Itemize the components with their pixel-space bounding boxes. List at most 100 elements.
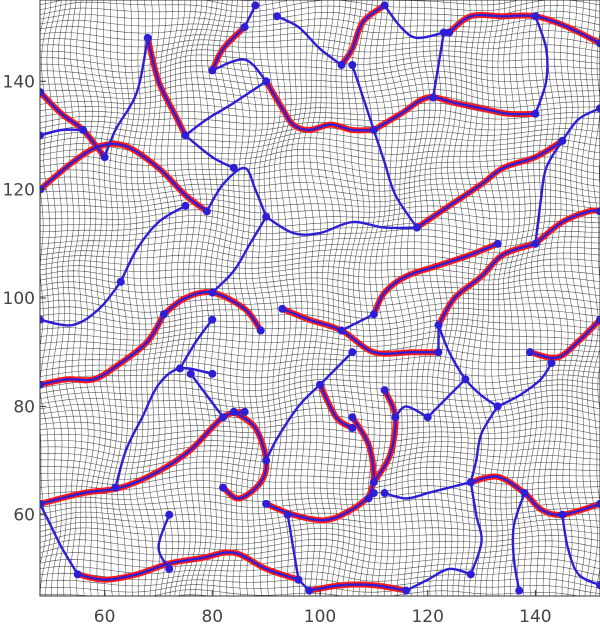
skeleton-node [143, 33, 152, 42]
skeleton-node [348, 413, 357, 422]
blue-edge-19 [372, 242, 499, 316]
skeleton-node [40, 315, 44, 324]
skeleton-node [176, 364, 184, 373]
skeleton-node [423, 413, 432, 422]
skeleton-node [208, 288, 217, 297]
skeleton-node [466, 478, 475, 487]
blue-edge-62 [383, 4, 445, 40]
skeleton-node [159, 310, 168, 319]
skeleton-node [531, 109, 540, 118]
skeleton-node [111, 483, 120, 492]
skeleton-node [402, 586, 411, 595]
skeleton-node [439, 28, 448, 37]
skeleton-node [337, 326, 346, 335]
skeleton-node [262, 212, 271, 221]
blue-edge-38 [40, 128, 85, 137]
skeleton-node [40, 380, 44, 389]
skeleton-node [186, 369, 195, 378]
blue-edge-14 [146, 36, 187, 137]
skeleton-node [531, 239, 540, 248]
skeleton-node [369, 126, 378, 135]
blue-edge-37 [211, 58, 268, 83]
skeleton-node [40, 131, 44, 140]
x-tick-label: 140 [519, 607, 551, 627]
skeleton-node [526, 348, 534, 357]
blue-edge-16 [372, 95, 537, 132]
skeleton-node [434, 321, 443, 330]
blue-edge-13 [40, 90, 106, 159]
blue-edge-49 [534, 15, 549, 115]
skeleton-node [116, 277, 125, 286]
skeleton-node [165, 564, 174, 573]
skeleton-node [369, 310, 378, 319]
skeleton-node [364, 494, 373, 503]
blue-edge-35 [184, 80, 268, 137]
blue-edge-28 [157, 513, 171, 571]
skeleton-node [208, 315, 217, 324]
blue-edge-59 [469, 481, 483, 576]
blue-edge-34 [103, 36, 149, 159]
skeleton-node [466, 570, 475, 579]
blue-edge-41 [372, 128, 419, 229]
skeleton-node [596, 207, 600, 216]
blue-edge-51 [265, 383, 322, 462]
blue-edge-6 [40, 313, 165, 386]
skeleton-node [229, 407, 238, 416]
x-tick-label: 100 [304, 607, 336, 627]
skeleton-node [531, 12, 540, 21]
skeleton-node [219, 413, 228, 422]
blue-edge-4 [372, 388, 397, 484]
skeleton-node [596, 499, 600, 508]
x-tick-label: 60 [94, 607, 116, 627]
blue-edge-50 [431, 31, 445, 99]
skeleton-node [240, 407, 249, 416]
skeleton-node [391, 413, 400, 422]
skeleton-node [429, 93, 438, 102]
blue-edge-2 [265, 491, 375, 522]
skeleton-node [380, 489, 389, 498]
skeleton-node [208, 369, 217, 378]
skeleton-node [558, 136, 567, 145]
blue-edge-20 [528, 318, 600, 360]
skeleton-node [278, 304, 287, 313]
skeleton-node [493, 402, 502, 411]
skeleton-node [515, 586, 524, 595]
blue-edge-48 [561, 107, 600, 143]
skeleton-node [348, 61, 357, 70]
skeleton-node [294, 575, 303, 584]
blue-edge-12 [40, 142, 209, 213]
blue-edge-47 [534, 139, 564, 245]
blue-edge-61 [286, 513, 300, 581]
axes: 60 80 100 120 140 60 80 100 120 140 [3, 72, 552, 627]
blue-edge-27 [189, 372, 225, 419]
skeleton-node [165, 510, 174, 519]
blue-edge-24 [211, 25, 246, 72]
blue-edge-15 [265, 80, 375, 132]
skeleton-node [434, 348, 443, 357]
blue-edge-39 [351, 63, 375, 132]
skeleton-node [316, 380, 324, 389]
blue-edge-63 [243, 4, 257, 29]
skeleton-node [73, 570, 82, 579]
skeleton-node [181, 201, 190, 210]
skeleton-node [596, 315, 600, 324]
blue-edge-21 [76, 551, 300, 581]
blue-edge-32 [265, 215, 419, 236]
skeleton-node [493, 239, 502, 248]
skeleton-node [251, 1, 260, 10]
skeleton-node [40, 499, 44, 508]
skeleton-node [369, 489, 378, 498]
blue-edge-31 [205, 166, 268, 218]
skeleton-node [181, 131, 190, 140]
blue-edge-40 [275, 15, 343, 67]
blue-edge-30 [119, 204, 187, 283]
skeleton-node [412, 223, 421, 232]
skeleton-node [100, 153, 109, 162]
blue-edge-46 [383, 481, 472, 500]
skeleton-node [369, 478, 378, 487]
skeleton-node [558, 510, 567, 519]
skeleton-node [262, 77, 271, 86]
skeleton-node [240, 23, 249, 32]
skeleton-node [380, 1, 389, 10]
